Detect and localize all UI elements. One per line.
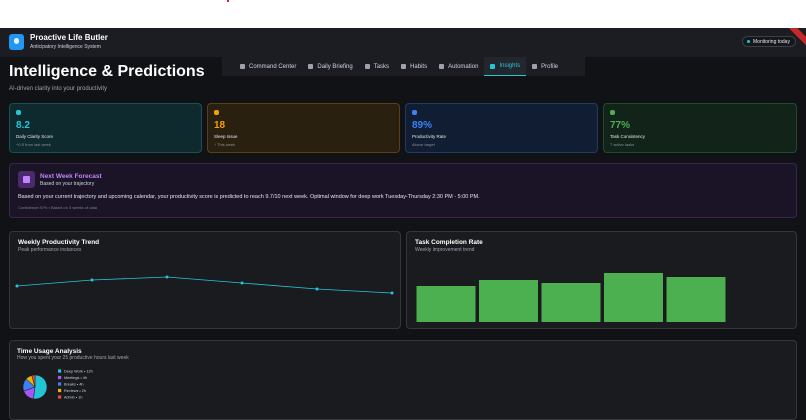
trend-point [165,275,169,279]
trend-card: Weekly Productivity Trend Peak performan… [9,231,401,329]
status-text: Monitoring today [753,39,790,45]
nav-label: Command Center [249,63,297,70]
stat-note: 7 active tasks [610,142,635,147]
nav-item[interactable]: Daily Briefing [302,57,358,76]
stat-label: Task Consistency [610,134,646,139]
stat-icon [16,110,21,115]
bar [479,280,538,322]
legend-label: Meetings • 4h [64,376,87,380]
stat-value: 8.2 [16,120,30,131]
stat-value: 89% [412,120,433,131]
nav-item[interactable]: Habits [395,57,433,76]
nav-icon [439,64,445,69]
legend-swatch [58,388,62,393]
nav-icon [490,63,496,69]
logo-glyph [14,38,19,44]
trend-title: Weekly Productivity Trend [18,239,100,246]
page-subtitle: AI-driven clarity into your productivity [9,86,108,92]
nav-icon [308,64,314,69]
stat-card: 8.2 Daily Clarity Score +0.5 from last wee… [9,103,202,153]
legend-label: Admin • 1h [64,395,82,399]
completion-subtitle: Weekly improvement trend [415,247,475,253]
status-dot [747,40,750,43]
nav-item[interactable]: Tasks [359,57,395,76]
nav-icon [364,64,370,69]
trend-point [240,281,244,285]
pie-slice [33,374,48,400]
trend-point [90,278,94,282]
forecast-icon [18,171,35,188]
nav-icon [240,64,245,69]
nav-label: Daily Briefing [317,63,353,70]
trend-chart [15,275,394,295]
stat-value: 18 [214,120,226,131]
completion-chart [416,273,726,322]
stat-icon [412,110,417,115]
stat-value: 77% [610,120,631,131]
stat-note: Above target [412,142,435,147]
legend-label: Breaks • 4h [64,382,83,386]
legend-label: Reviews • 2h [64,389,86,393]
app-subtitle: Anticipatory Intelligence System [30,44,101,50]
stat-icon [214,110,219,115]
pie-slice [31,374,36,388]
header: Proactive Life Butler Anticipatory Intel… [0,28,806,57]
nav-label: Habits [410,63,428,70]
nav-item[interactable]: Insights [484,57,527,76]
trend-subtitle: Peak performance instances [18,247,82,253]
bar [541,283,601,322]
stat-note: ↑ This week [214,142,236,147]
nav-icon [532,64,538,69]
stat-card: 89% Productivity Rate Above target [405,103,598,153]
logo [9,34,24,50]
forecast-text: Based on your current trajectory and upc… [18,194,480,200]
nav-item[interactable]: Profile [526,57,564,76]
time-card: Time Usage Analysis How you spent your 2… [9,340,797,420]
nav-label: Insights [499,63,521,69]
nav-item[interactable]: Command Center [234,57,302,76]
forecast-subtitle: Based on your trajectory [40,181,95,187]
time-title: Time Usage Analysis [17,348,82,355]
stat-icon [610,110,615,115]
time-pie-chart: Deep Work • 12h Meetings • 4h Breaks • 4h R… [22,369,93,400]
forecast-icon-glyph [23,176,30,183]
page-title: Intelligence & Predictions [9,63,205,80]
stat-note: +0.5 from last week [16,142,51,147]
nav-label: Automation [448,63,479,70]
time-subtitle: How you spent your 25 productive hours l… [17,355,129,361]
stat-label: Daily Clarity Score [16,134,54,139]
forecast-card: Next Week Forecast Based on your traject… [9,163,797,218]
forecast-meta: Confidence 87% • Based on 3 weeks of dat… [18,205,98,210]
bar [416,286,476,322]
trend-point [315,287,319,291]
top-strip [0,0,806,28]
trend-line [16,276,393,294]
app-title: Proactive Life Butler [30,33,108,42]
trend-point [390,291,394,295]
stat-label: Sleep Issue [214,134,238,139]
status-pill: Monitoring today [742,36,796,47]
legend-swatch [58,369,62,373]
stat-card: 77% Task Consistency 7 active tasks [603,103,797,153]
stat-label: Productivity Rate [412,134,447,139]
trend-point [15,284,19,288]
completion-card: Task Completion Rate Weekly improvement … [406,231,797,329]
legend-swatch [58,395,62,399]
bar [604,273,663,322]
cursor-dot [227,0,229,2]
nav-item[interactable]: Automation [433,57,484,76]
legend-swatch [58,382,62,386]
nav-bar: Command Center Daily Briefing Tasks Habits A… [222,57,585,76]
nav-icon [401,64,407,69]
bar [666,277,726,322]
legend-label: Deep Work • 12h [64,369,93,373]
nav-label: Tasks [373,63,390,70]
completion-title: Task Completion Rate [415,239,483,246]
legend-swatch [58,375,62,380]
nav-label: Profile [541,63,559,70]
stat-card: 18 Sleep Issue ↑ This week [207,103,400,153]
forecast-title: Next Week Forecast [40,173,102,180]
